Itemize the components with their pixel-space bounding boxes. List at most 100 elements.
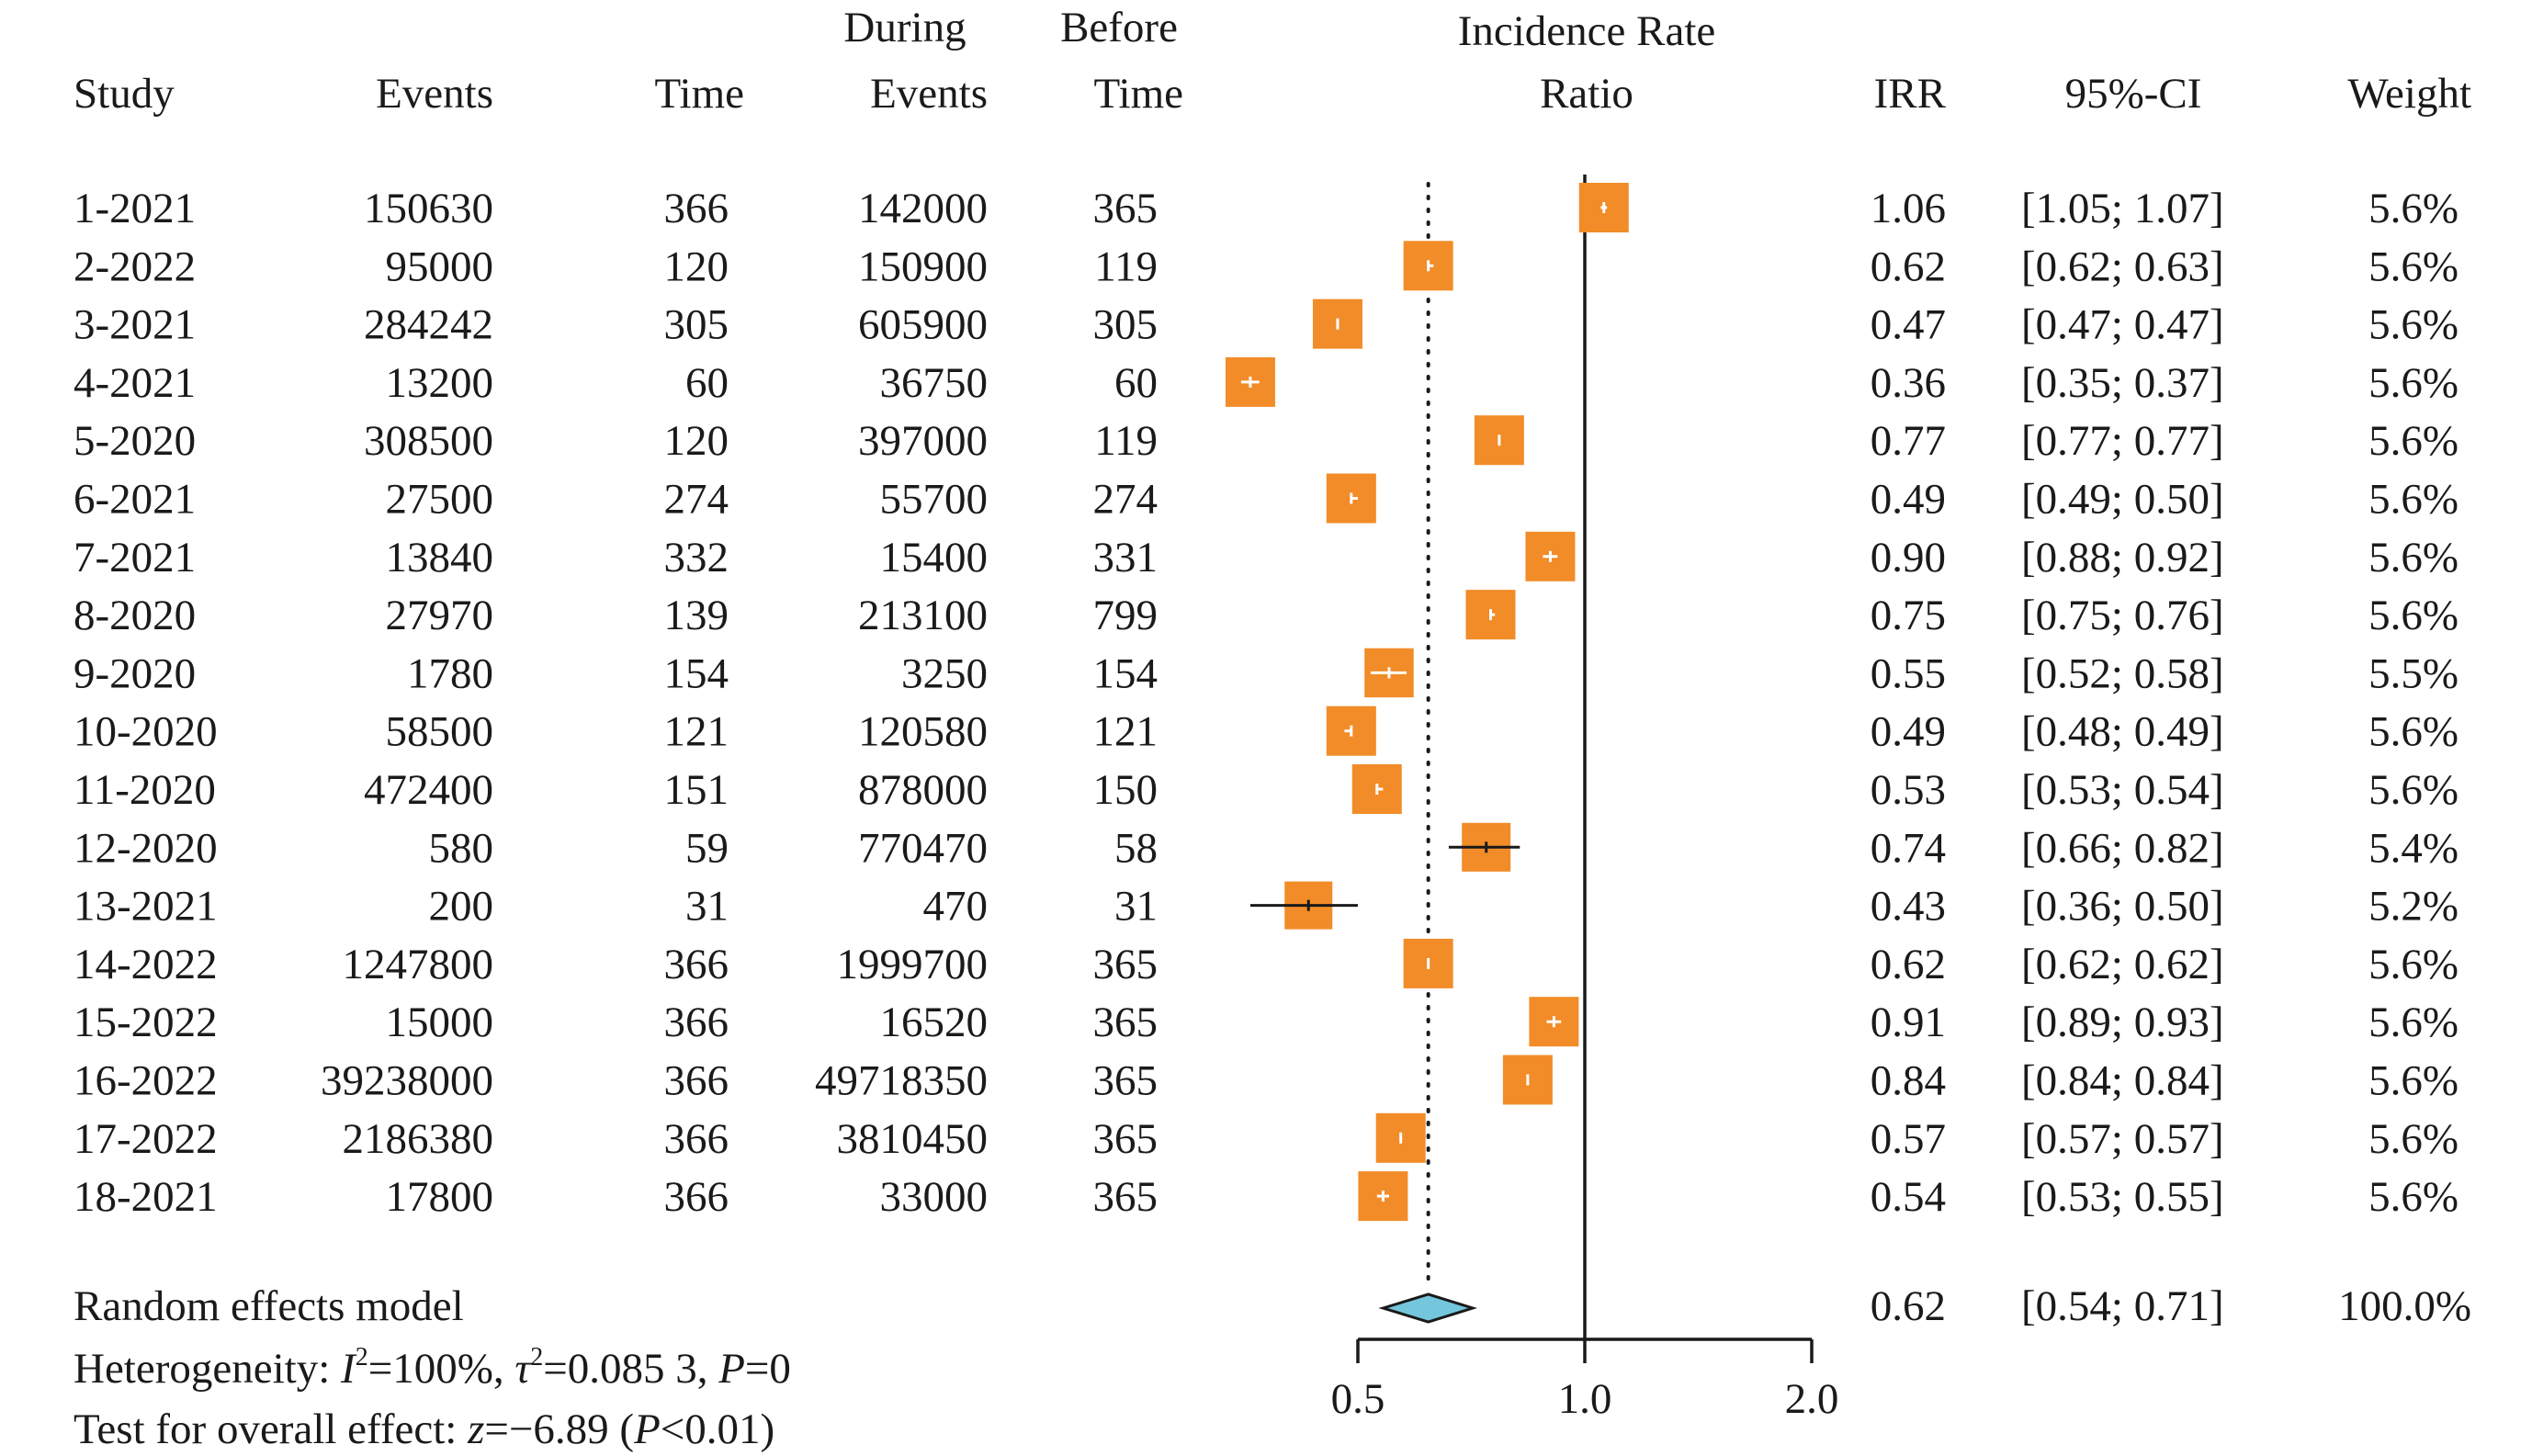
x-tick-label: 1.0: [1558, 1375, 1612, 1423]
table-row: 18-2021 17800 366 33000 365 0.54 [0.53; 0.55] 5…: [73, 1173, 2459, 1221]
cell-weight-text: 5.6%: [2368, 766, 2459, 814]
cell-weight-text: 5.6%: [2368, 534, 2459, 581]
study-point: [1351, 764, 1402, 814]
table-row: 15-2022 15000 366 16520 365 0.91 [0.89; 0.93] 5…: [73, 999, 2459, 1046]
cell-irr-text: 0.43: [1871, 883, 1946, 931]
cell-ci-text: [0.53; 0.54]: [2021, 766, 2224, 814]
cell-before-time: 154: [1093, 649, 1159, 697]
study-point: [1326, 473, 1376, 524]
cell-study: 17-2022: [73, 1115, 218, 1163]
study-point: [1225, 356, 1275, 407]
summary-weight: 100.0%: [2338, 1282, 2471, 1330]
cell-before-events: 16520: [880, 999, 989, 1046]
cell-during-events: 1247800: [343, 941, 494, 988]
study-point: [1326, 705, 1376, 756]
cell-during-events: 27970: [386, 592, 494, 639]
x-tick-label: 2.0: [1785, 1375, 1839, 1423]
column-headers: Study During Before Events Time Events T…: [73, 4, 2471, 118]
cell-irr-text: 0.62: [1871, 243, 1946, 290]
cell-irr-text: 0.74: [1871, 824, 1946, 872]
cell-irr-text: 0.84: [1871, 1057, 1946, 1105]
cell-during-events: 2186380: [343, 1115, 494, 1163]
cell-weight-text: 5.6%: [2368, 243, 2459, 290]
cell-weight-text: 5.2%: [2368, 883, 2459, 931]
cell-irr-text: 0.91: [1871, 999, 1946, 1046]
cell-ci-text: [0.49; 0.50]: [2021, 476, 2224, 524]
cell-before-events: 142000: [858, 185, 988, 232]
study-point: [1465, 590, 1516, 640]
plot-marks: 0.5 1.0 2.0: [1225, 175, 1839, 1423]
cell-during-time: 120: [664, 417, 729, 465]
cell-before-time: 799: [1093, 592, 1159, 639]
header-weight: Weight: [2347, 70, 2471, 118]
cell-before-events: 150900: [858, 243, 988, 290]
cell-study: 11-2020: [73, 766, 216, 814]
cell-ci-text: [0.53; 0.55]: [2021, 1173, 2224, 1221]
cell-ci-text: [0.62; 0.63]: [2021, 243, 2224, 290]
cell-before-time: 119: [1094, 417, 1158, 465]
cell-ci-text: [0.89; 0.93]: [2021, 999, 2224, 1046]
cell-ci-text: [0.75; 0.76]: [2021, 592, 2224, 639]
cell-before-time: 305: [1093, 301, 1159, 349]
table-row: 10-2020 58500 121 120580 121 0.49 [0.48; 0.49]…: [73, 708, 2459, 756]
cell-irr-text: 1.06: [1871, 185, 1946, 232]
table-row: 11-2020 472400 151 878000 150 0.53 [0.53; 0.54…: [73, 766, 2459, 814]
table-row: 12-2020 580 59 770470 58 0.74 [0.66; 0.82] 5.4%: [73, 824, 2459, 872]
cell-during-time: 332: [664, 534, 729, 581]
plot-title-line2: Ratio: [1540, 70, 1633, 118]
cell-during-events: 58500: [386, 708, 494, 756]
cell-irr-text: 0.90: [1871, 534, 1946, 581]
study-point: [1403, 241, 1453, 291]
header-before-group: Before: [1060, 4, 1178, 51]
header-before-events: Events: [870, 70, 988, 118]
cell-irr-text: 0.47: [1871, 301, 1946, 349]
cell-during-events: 95000: [386, 243, 494, 290]
cell-before-time: 365: [1093, 185, 1159, 232]
cell-during-time: 59: [685, 824, 729, 872]
cell-before-events: 770470: [858, 824, 988, 872]
cell-irr-text: 0.54: [1871, 1173, 1946, 1221]
cell-during-time: 366: [664, 999, 729, 1046]
cell-before-time: 121: [1093, 708, 1159, 756]
table-row: 13-2021 200 31 470 31 0.43 [0.36; 0.50] 5.2%: [73, 883, 2459, 931]
study-point: [1448, 822, 1520, 872]
study-point: [1375, 1112, 1426, 1163]
cell-before-events: 15400: [880, 534, 989, 581]
study-point: [1364, 648, 1414, 698]
summary-block: Random effects model 0.62 [0.54; 0.71] 1…: [73, 1282, 2471, 1453]
cell-before-time: 365: [1093, 1115, 1159, 1163]
cell-before-time: 60: [1114, 359, 1158, 407]
cell-during-time: 31: [685, 883, 729, 931]
cell-irr-text: 0.55: [1871, 649, 1946, 697]
study-point: [1529, 997, 1579, 1047]
cell-irr-text: 0.77: [1871, 417, 1946, 465]
cell-study: 2-2022: [73, 243, 196, 290]
cell-before-events: 470: [923, 883, 989, 931]
cell-ci-text: [0.57; 0.57]: [2021, 1115, 2224, 1163]
cell-before-events: 55700: [880, 476, 989, 524]
cell-weight-text: 5.6%: [2368, 301, 2459, 349]
table-row: 9-2020 1780 154 3250 154 0.55 [0.52; 0.58] 5.5%: [73, 649, 2459, 697]
cell-before-events: 36750: [880, 359, 989, 407]
cell-during-events: 27500: [386, 476, 494, 524]
cell-during-events: 284242: [364, 301, 493, 349]
cell-weight-text: 5.6%: [2368, 185, 2459, 232]
cell-study: 14-2022: [73, 941, 218, 988]
table-row: 7-2021 13840 332 15400 331 0.90 [0.88; 0.92] 5.…: [73, 534, 2459, 581]
cell-ci-text: [0.84; 0.84]: [2021, 1057, 2224, 1105]
summary-diamond: [1378, 1292, 1478, 1324]
cell-weight-text: 5.6%: [2368, 999, 2459, 1046]
cell-study: 15-2022: [73, 999, 218, 1046]
cell-study: 16-2022: [73, 1057, 218, 1105]
cell-study: 13-2021: [73, 883, 218, 931]
cell-ci-text: [0.47; 0.47]: [2021, 301, 2224, 349]
cell-during-events: 13200: [386, 359, 494, 407]
study-point: [1525, 531, 1576, 581]
cell-before-time: 150: [1093, 766, 1159, 814]
header-irr: IRR: [1874, 70, 1947, 118]
cell-study: 8-2020: [73, 592, 196, 639]
table-row: 14-2022 1247800 366 1999700 365 0.62 [0.62; 0.…: [73, 941, 2459, 988]
cell-during-time: 151: [664, 766, 729, 814]
cell-study: 12-2020: [73, 824, 218, 872]
